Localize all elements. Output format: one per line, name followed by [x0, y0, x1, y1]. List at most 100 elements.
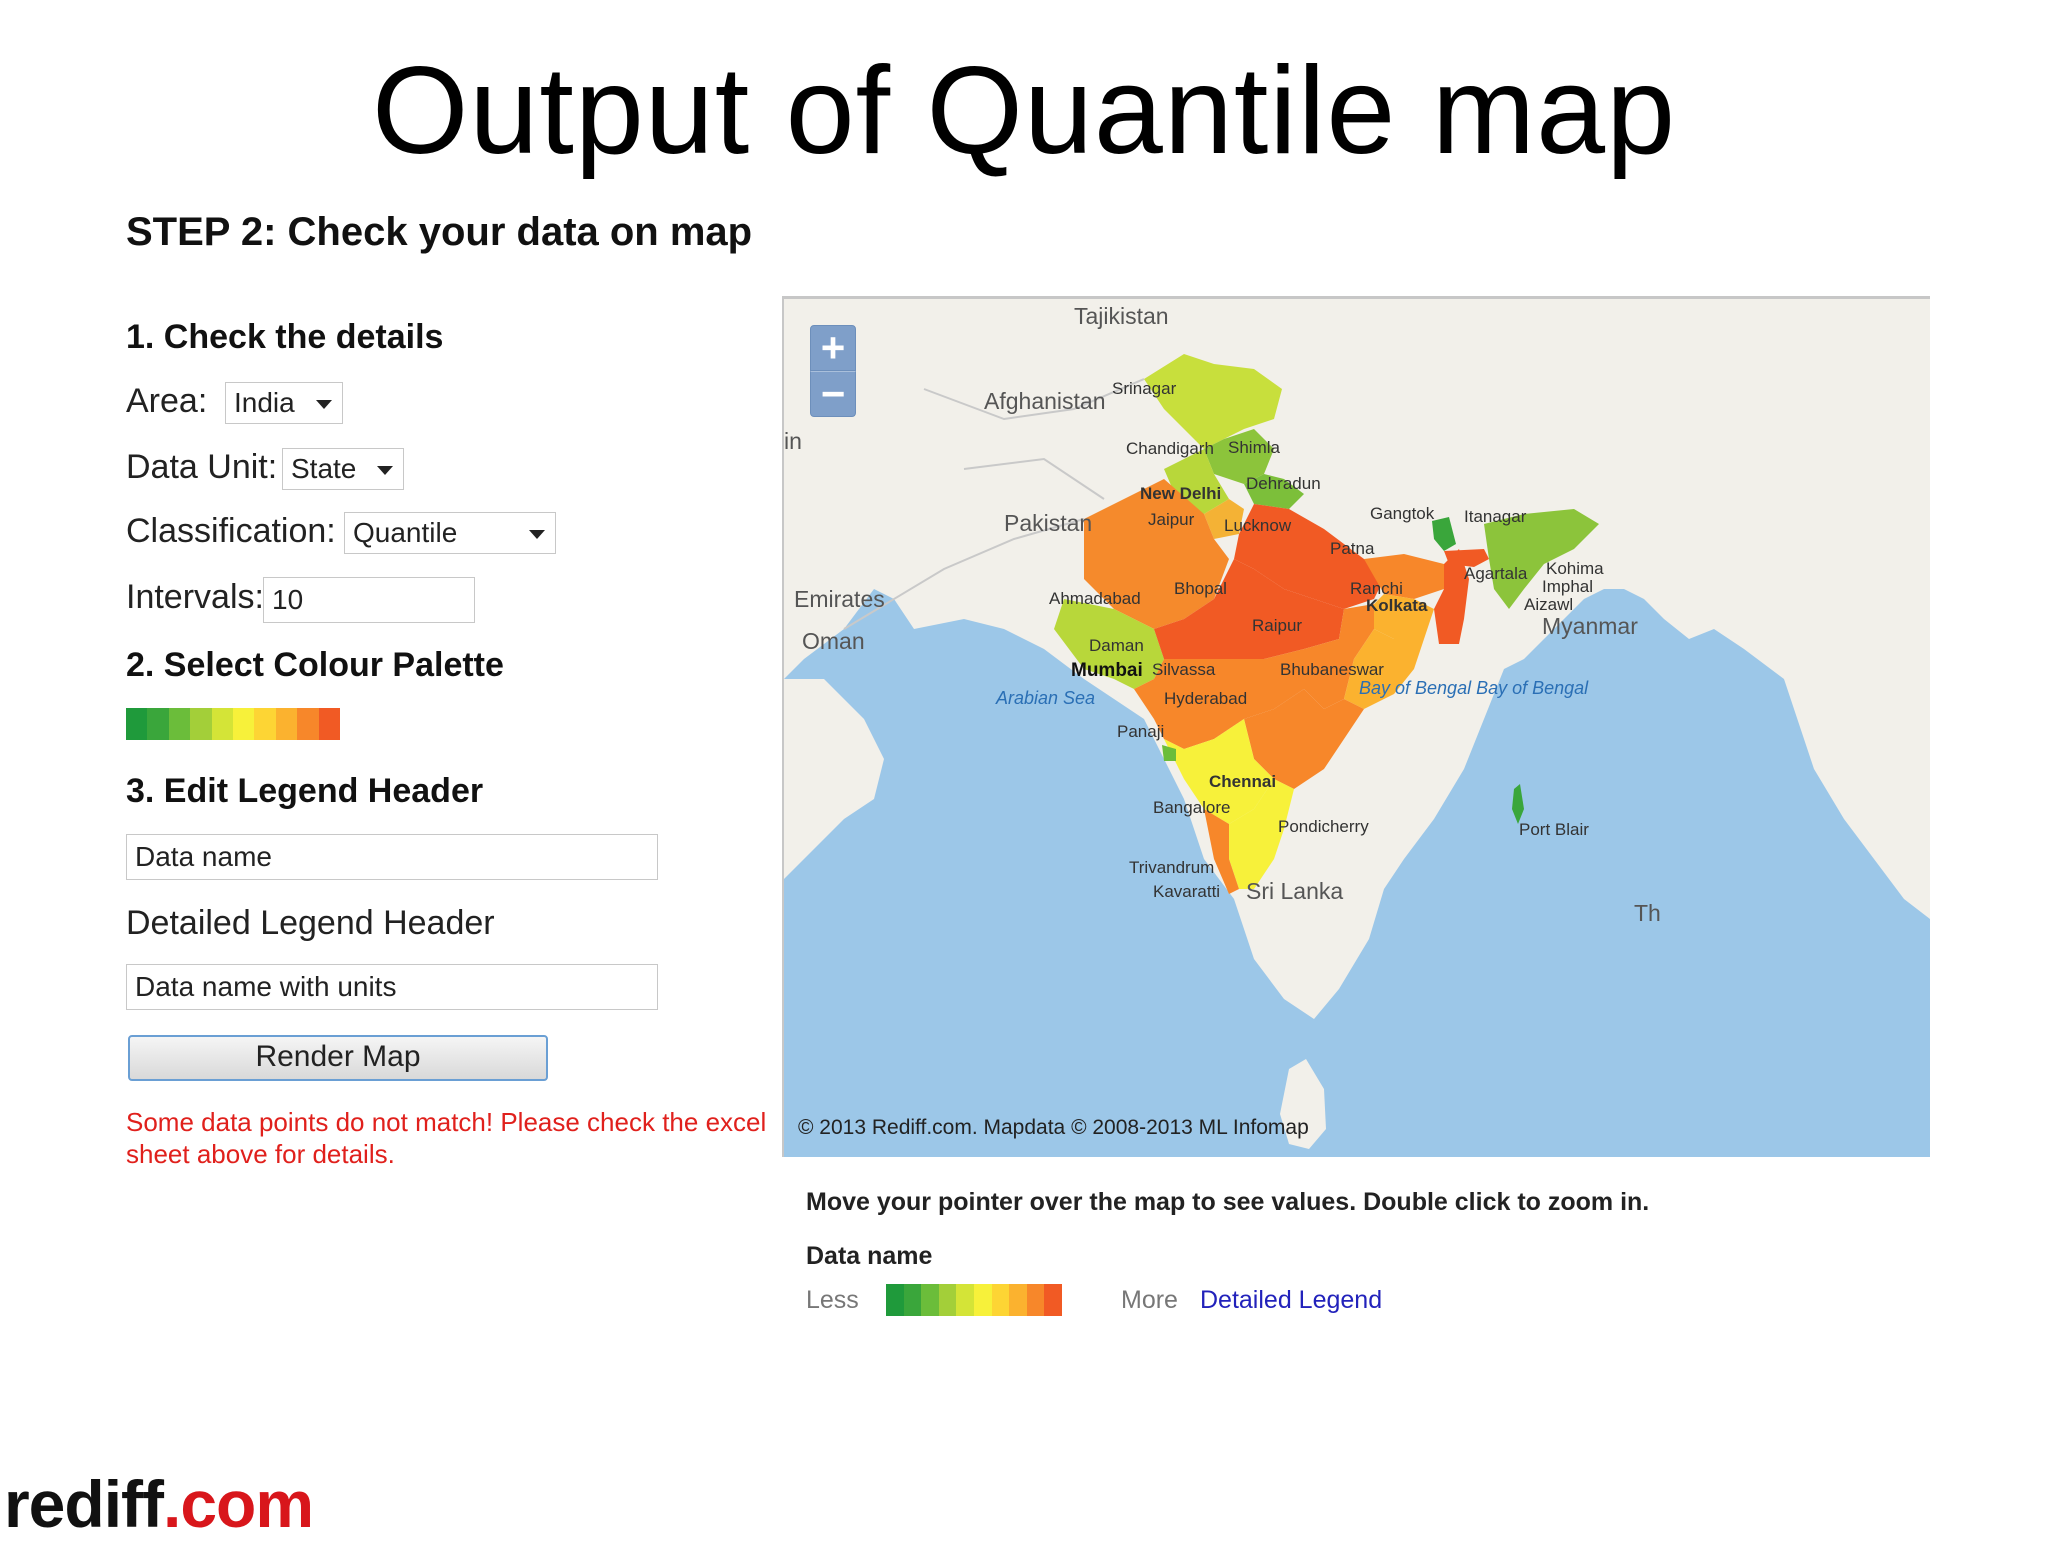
- label-new-delhi: New Delhi: [1140, 484, 1221, 503]
- label-arabian-sea: Arabian Sea: [995, 688, 1095, 708]
- label-myanmar: Myanmar: [1542, 613, 1638, 639]
- label-hyderabad: Hyderabad: [1164, 689, 1247, 708]
- india-quantile-map[interactable]: Tajikistan Afghanistan Pakistan Emirates…: [784, 299, 1930, 1157]
- chevron-down-icon: [529, 530, 545, 539]
- label-kavaratti: Kavaratti: [1153, 882, 1220, 901]
- slide-title: Output of Quantile map: [371, 42, 1677, 180]
- step-heading: STEP 2: Check your data on map: [126, 210, 753, 254]
- legend-swatch-10: [1044, 1284, 1062, 1316]
- state-maharashtra[interactable]: [1134, 649, 1304, 749]
- zoom-out-button[interactable]: −: [810, 371, 856, 417]
- label-ahmadabad: Ahmadabad: [1049, 589, 1141, 608]
- label-agartala: Agartala: [1464, 564, 1528, 583]
- state-madhya-pradesh[interactable]: [1154, 559, 1344, 659]
- state-odisha[interactable]: [1344, 629, 1424, 709]
- zoom-in-button[interactable]: +: [810, 325, 856, 371]
- legend-swatch-1: [886, 1284, 904, 1316]
- state-uttar-pradesh[interactable]: [1234, 504, 1384, 609]
- andaman-islands[interactable]: [1512, 784, 1524, 824]
- state-haryana[interactable]: [1204, 499, 1244, 539]
- legend-swatch-4: [938, 1284, 957, 1316]
- label-aizawl: Aizawl: [1524, 595, 1573, 614]
- label-th-fragment: Th: [1634, 900, 1661, 926]
- legend-color-ramp: [886, 1284, 1062, 1316]
- label-panaji: Panaji: [1117, 722, 1164, 741]
- label-bhopal: Bhopal: [1174, 579, 1227, 598]
- label-imphal: Imphal: [1542, 577, 1593, 596]
- legend-header-input[interactable]: Data name: [126, 834, 658, 880]
- label-patna: Patna: [1330, 539, 1375, 558]
- area-select[interactable]: India: [225, 382, 343, 424]
- palette-swatch-9: [297, 708, 319, 740]
- legend-swatch-8: [1009, 1284, 1027, 1316]
- state-bihar[interactable]: [1364, 554, 1444, 599]
- label-gangtok: Gangtok: [1370, 504, 1435, 523]
- legend-less-label: Less: [806, 1286, 859, 1314]
- legend-swatch-3: [921, 1284, 939, 1316]
- land-sri-lanka: [1280, 1059, 1326, 1149]
- state-rajasthan[interactable]: [1084, 479, 1229, 629]
- label-jaipur: Jaipur: [1148, 510, 1195, 529]
- state-north-east[interactable]: [1484, 509, 1599, 609]
- label-kolkata: Kolkata: [1366, 596, 1428, 615]
- label-chandigarh: Chandigarh: [1126, 439, 1214, 458]
- state-andhra-pradesh[interactable]: [1244, 689, 1364, 789]
- detailed-legend-header-label: Detailed Legend Header: [126, 904, 495, 942]
- label-bangalore: Bangalore: [1153, 798, 1231, 817]
- intervals-label: Intervals:: [126, 578, 264, 616]
- label-ranchi: Ranchi: [1350, 579, 1403, 598]
- area-select-value: India: [234, 387, 295, 418]
- detailed-legend-header-input[interactable]: Data name with units: [126, 964, 658, 1010]
- legend-swatch-5: [956, 1284, 974, 1316]
- label-bay-of-bengal: Bay of Bengal Bay of Bengal: [1359, 678, 1589, 698]
- palette-swatch-6: [232, 708, 255, 740]
- chevron-down-icon: [316, 400, 332, 409]
- legend-swatch-2: [903, 1284, 922, 1316]
- state-goa[interactable]: [1162, 745, 1176, 761]
- state-sikkim[interactable]: [1432, 517, 1456, 551]
- state-west-bengal[interactable]: [1434, 549, 1469, 644]
- classification-select[interactable]: Quantile: [344, 512, 556, 554]
- label-itanagar: Itanagar: [1464, 507, 1527, 526]
- detailed-legend-link[interactable]: Detailed Legend: [1200, 1286, 1383, 1314]
- label-pondicherry: Pondicherry: [1278, 817, 1369, 836]
- colour-palette-selector[interactable]: [126, 708, 340, 740]
- state-assam-strip[interactable]: [1444, 549, 1489, 567]
- state-chhattisgarh[interactable]: [1304, 604, 1374, 709]
- label-emirates: Emirates: [794, 586, 885, 612]
- area-label: Area:: [126, 382, 208, 420]
- land-mass-oman: [784, 679, 884, 879]
- palette-swatch-5: [211, 708, 233, 740]
- classification-label: Classification:: [126, 512, 336, 550]
- palette-swatch-3: [168, 708, 191, 740]
- palette-swatch-1: [126, 708, 148, 740]
- palette-swatch-4: [190, 708, 212, 740]
- state-uttarakhand[interactable]: [1244, 474, 1304, 509]
- state-himachal-pradesh[interactable]: [1204, 429, 1274, 484]
- label-trivandrum: Trivandrum: [1129, 858, 1214, 877]
- label-dehradun: Dehradun: [1246, 474, 1321, 493]
- state-jammu-kashmir[interactable]: [1144, 354, 1282, 449]
- rediff-logo: rediff.com: [4, 1466, 314, 1542]
- section-check-details-heading: 1. Check the details: [126, 318, 444, 356]
- state-tamil-nadu[interactable]: [1229, 779, 1294, 889]
- data-unit-select[interactable]: State: [282, 448, 404, 490]
- state-kerala[interactable]: [1204, 809, 1239, 894]
- map-hint: Move your pointer over the map to see va…: [806, 1188, 1650, 1216]
- section-legend-header-heading: 3. Edit Legend Header: [126, 772, 484, 810]
- logo-text-rediff: rediff: [4, 1467, 164, 1541]
- country-borders: [843, 378, 1145, 630]
- label-shimla: Shimla: [1228, 438, 1281, 457]
- legend-swatch-7: [991, 1284, 1010, 1316]
- intervals-input[interactable]: 10: [263, 577, 475, 623]
- state-jharkhand[interactable]: [1374, 594, 1434, 639]
- label-oman: Oman: [802, 628, 865, 654]
- state-karnataka[interactable]: [1164, 719, 1274, 824]
- logo-text-dotcom: .com: [163, 1467, 314, 1541]
- label-tajikistan: Tajikistan: [1074, 303, 1169, 329]
- label-daman: Daman: [1089, 636, 1144, 655]
- state-gujarat[interactable]: [1054, 599, 1164, 689]
- map-view[interactable]: Tajikistan Afghanistan Pakistan Emirates…: [782, 296, 1930, 1157]
- palette-swatch-7: [254, 708, 276, 740]
- render-map-button[interactable]: Render Map: [128, 1035, 548, 1081]
